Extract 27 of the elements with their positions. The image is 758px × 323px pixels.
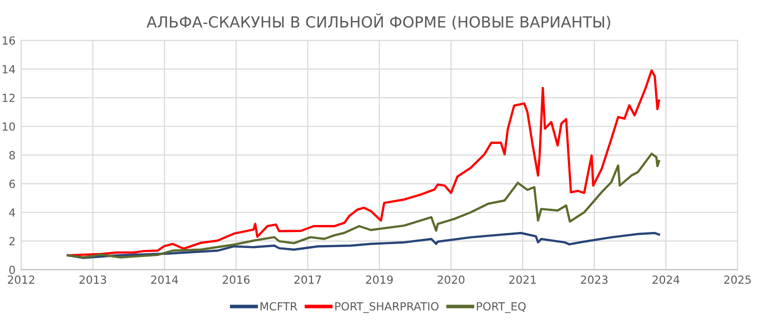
y-tick-label: 2 xyxy=(9,237,15,246)
x-tick-label: 2016 xyxy=(222,275,250,284)
x-tick-label: 2020 xyxy=(438,275,464,284)
legend-label: MCFTR xyxy=(260,302,298,311)
x-tick-label: 2025 xyxy=(724,275,751,284)
y-tick-label: 4 xyxy=(9,208,16,217)
chart-title: АЛЬФА-СКАКУНЫ В СИЛЬНОЙ ФОРМЕ (НОВЫЕ ВАРИАНТЫ) xyxy=(146,13,610,30)
y-tick-label: 16 xyxy=(2,36,15,45)
legend-label: PORT_EQ xyxy=(476,302,526,313)
legend-label: PORT_SHARPRATIO xyxy=(335,302,439,313)
x-tick-label: 2021 xyxy=(509,275,536,284)
y-tick-label: 6 xyxy=(9,180,15,188)
line-series xyxy=(66,232,660,260)
x-tick-label: 2024 xyxy=(652,275,680,284)
y-tick-label: 0 xyxy=(9,266,15,274)
y-tick-label: 10 xyxy=(2,122,15,131)
x-tick-label: 2023 xyxy=(580,275,608,284)
line-series xyxy=(66,152,660,258)
x-tick-label: 2012 xyxy=(8,275,34,284)
y-tick-label: 12 xyxy=(2,94,15,102)
x-tick-label: 2019 xyxy=(366,275,393,284)
x-tick-label: 2013 xyxy=(80,275,106,284)
line-series xyxy=(66,69,660,256)
x-tick-label: 2014 xyxy=(151,275,178,284)
x-tick-label: 2017 xyxy=(294,275,321,284)
y-tick-label: 8 xyxy=(9,151,15,160)
y-tick-label: 14 xyxy=(2,65,16,74)
